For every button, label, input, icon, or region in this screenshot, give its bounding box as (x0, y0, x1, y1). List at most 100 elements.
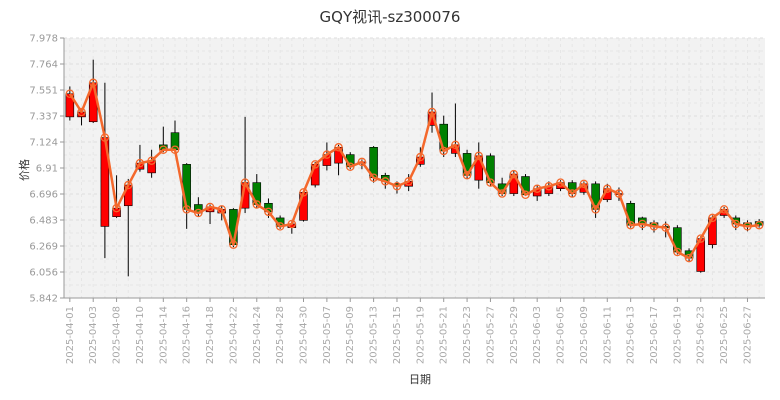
close-marker (462, 171, 472, 180)
x-tick-label: 2025-04-30 (299, 306, 310, 364)
x-tick-label: 2025-05-21 (439, 306, 450, 364)
x-tick-label: 2025-05-13 (369, 306, 380, 364)
close-marker (88, 78, 98, 88)
close-marker (451, 140, 460, 150)
close-marker (135, 158, 145, 168)
chart-title: GQY视讯-sz300076 (320, 8, 461, 26)
close-marker (603, 184, 612, 193)
x-tick-label: 2025-04-28 (275, 306, 286, 364)
x-tick-label: 2025-06-25 (719, 306, 730, 364)
close-price-line (68, 81, 760, 260)
close-marker (708, 213, 717, 223)
close-marker (392, 182, 402, 191)
close-marker (275, 222, 285, 231)
x-tick-label: 2025-05-09 (345, 306, 356, 364)
close-marker (427, 107, 437, 117)
close-marker (124, 180, 133, 190)
x-tick-label: 2025-04-14 (158, 306, 169, 364)
y-axis-label: 价格 (17, 159, 31, 181)
close-marker (217, 205, 226, 214)
close-marker (100, 133, 110, 142)
y-tick-label: 7.978 (29, 34, 58, 45)
close-marker (182, 205, 191, 214)
close-marker (322, 150, 332, 159)
close-marker (673, 247, 682, 257)
close-marker (638, 219, 647, 229)
y-tick-label: 6.269 (29, 242, 58, 253)
close-marker (497, 189, 507, 198)
x-tick-label: 2025-05-27 (485, 306, 496, 364)
x-tick-label: 2025-05-23 (462, 306, 473, 364)
close-marker (357, 157, 367, 167)
close-marker (310, 160, 320, 169)
x-tick-label: 2025-06-23 (696, 306, 707, 364)
y-tick-label: 5.842 (29, 294, 58, 305)
y-tick-label: 7.551 (29, 86, 58, 97)
close-marker (719, 205, 729, 214)
tick-labels: 7.978 7.764 7.551 7.337 7.124 6.91 6.696 6.483 6… (29, 34, 753, 365)
close-line-layer (65, 78, 764, 263)
close-marker (509, 169, 519, 179)
y-tick-label: 7.337 (29, 112, 58, 123)
close-marker (544, 182, 554, 191)
close-marker (264, 207, 273, 217)
close-marker (205, 202, 215, 212)
close-marker (649, 222, 659, 231)
x-tick-label: 2025-04-16 (182, 306, 193, 364)
x-tick-label: 2025-04-22 (228, 306, 239, 364)
y-tick-label: 6.696 (29, 190, 58, 201)
y-tick-label: 7.764 (29, 60, 58, 71)
x-tick-label: 2025-06-09 (579, 306, 590, 364)
close-marker (77, 107, 86, 117)
x-tick-label: 2025-06-05 (556, 306, 567, 364)
close-marker (439, 146, 448, 156)
x-axis-label: 日期 (409, 373, 431, 386)
close-marker (579, 179, 589, 189)
close-marker (743, 222, 752, 231)
close-marker (65, 89, 75, 98)
x-tick-label: 2025-05-07 (322, 306, 333, 364)
y-tick-label: 7.124 (29, 138, 58, 149)
close-marker (287, 219, 297, 229)
close-marker (252, 200, 262, 209)
x-tick-label: 2025-06-11 (602, 306, 613, 364)
close-marker (567, 189, 577, 198)
x-tick-label: 2025-05-29 (509, 306, 520, 364)
x-tick-label: 2025-04-24 (252, 306, 263, 364)
x-tick-label: 2025-04-18 (205, 306, 216, 364)
close-marker (404, 177, 413, 186)
candle-body (182, 164, 191, 210)
close-marker (661, 223, 670, 232)
close-marker (369, 173, 378, 182)
close-marker (532, 184, 542, 193)
close-marker (614, 189, 624, 198)
x-tick-label: 2025-04-10 (135, 306, 146, 364)
y-tick-label: 6.91 (36, 164, 58, 175)
close-marker (334, 143, 343, 152)
close-marker (754, 220, 764, 230)
close-marker (299, 188, 308, 197)
close-marker (229, 240, 238, 249)
close-marker (240, 178, 250, 187)
x-tick-label: 2025-06-19 (672, 306, 683, 364)
close-marker (474, 151, 484, 161)
close-marker (626, 220, 635, 230)
axes (60, 37, 765, 302)
close-marker (731, 219, 741, 229)
x-tick-label: 2025-04-01 (65, 306, 76, 364)
close-marker (194, 208, 203, 218)
x-tick-label: 2025-05-15 (392, 306, 403, 364)
x-tick-label: 2025-06-17 (649, 306, 660, 364)
x-tick-label: 2025-06-13 (626, 306, 637, 364)
x-tick-label: 2025-05-19 (415, 306, 426, 364)
close-marker (112, 203, 121, 213)
close-marker (591, 205, 600, 214)
x-tick-label: 2025-04-03 (88, 306, 99, 364)
close-marker (696, 234, 705, 243)
y-tick-label: 6.056 (29, 268, 58, 279)
close-marker (147, 156, 156, 165)
close-marker (381, 177, 390, 186)
close-marker (521, 190, 530, 200)
